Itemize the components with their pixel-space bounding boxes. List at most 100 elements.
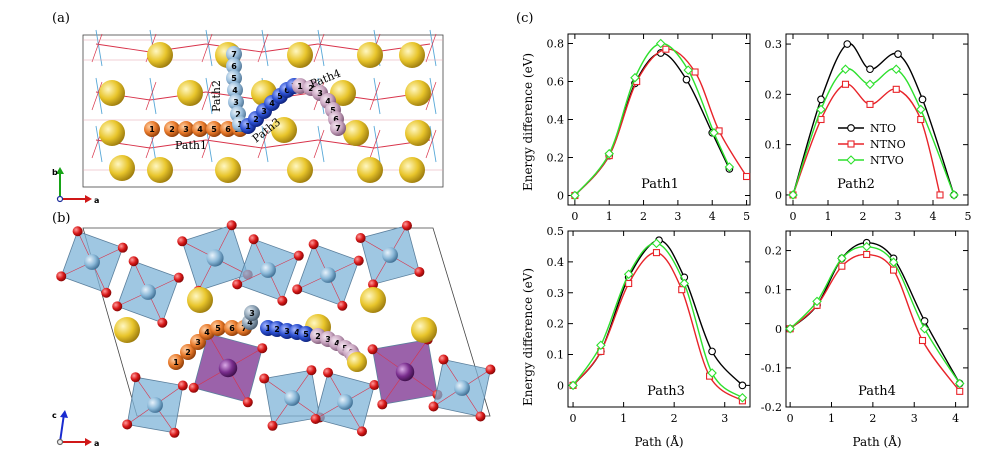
x-tick-label: 3 [895,210,902,223]
bond [145,81,157,111]
path3-atom-number: 2 [253,115,259,124]
x-tick-label: 1 [825,210,832,223]
b-orange-atom [210,320,226,336]
marker-ntvo [865,79,875,90]
bond [317,125,325,163]
bond [257,33,269,63]
marker-nto [866,65,874,74]
x-tick-label: 4 [952,412,959,425]
path4-atom-number: 2 [308,84,314,93]
path1-atom [144,121,160,137]
legend-label-ntvo: NTVO [870,154,904,167]
y-tick-label: -0.1 [761,362,782,375]
diffusion-paths-b: 12345671234543234567 [168,305,367,372]
sodium-atom [343,120,369,146]
marker-ntno [817,115,825,124]
y-tick-label: 0 [557,190,564,203]
oxygen-atom [310,413,321,424]
chart-frame [567,230,751,408]
oxygen-atom [101,287,112,298]
marker-ntvo [709,128,719,138]
b-orange-atom-number: 4 [204,328,210,337]
bond [425,33,437,63]
bond [429,77,437,115]
compass-b-label: b [52,168,58,177]
x-tick-label: 1 [828,412,835,425]
path1-atom [192,121,208,137]
path1-atom-number: 3 [183,125,189,134]
bond [425,129,437,159]
oxygen-atom [292,284,303,295]
sodium-atom [287,42,313,68]
y-tick-label: 0 [775,189,782,202]
bond [91,81,103,111]
diffusion-paths-a: 12345611765432112345671234567 [144,46,346,137]
sodium-atom [99,120,125,146]
oxygen-atom [475,411,486,422]
path2-atom-number: 4 [232,86,238,95]
y-tick-label: 0.1 [765,284,783,297]
x-tick-label: 3 [721,412,728,425]
b-blue-atom-number: 1 [265,324,271,333]
chart-title: Path2 [837,177,875,192]
y-tick-label: -0.2 [761,401,782,414]
b-grey-atom-number: 3 [249,309,255,318]
b-orange-atom-number: 2 [185,348,191,357]
series-line-nto [574,52,731,196]
path1-atom-number: 1 [149,125,155,134]
path1-atom-number: 5 [211,125,217,134]
marker-ntvo [604,148,614,159]
b-blue-atom-number: 5 [303,330,309,339]
marker-ntvo [724,162,735,172]
path4-atom [330,120,346,136]
bond [313,33,325,63]
y-tick-label: 0 [557,379,564,392]
y-tick-label: 0.6 [547,76,565,89]
path2-atom-number: 2 [235,110,241,119]
marker-ntvo [949,190,959,200]
sodium-atom [187,287,213,313]
chart-legend: NTO NTNO NTVO [838,122,906,167]
y-tick-label: 0.4 [547,256,565,269]
oxygen-atom [72,226,83,237]
series-line-nto [572,239,743,386]
oxygen-atom [355,233,366,244]
marker-ntno [841,80,850,88]
path3-atom-number: 4 [269,99,275,108]
x-axis-label-left: Path (Å) [634,434,683,449]
series-line-ntno [572,251,743,402]
legend-label-ntno: NTNO [870,138,906,151]
sodium-atom [215,157,241,183]
oxygen-atom [248,234,259,245]
path1-label: Path1 [175,139,207,152]
marker-ntvo [840,64,851,74]
path3-atom-number: 1 [245,122,251,131]
sodium-atom [147,157,173,183]
oxygen-atom [401,220,412,231]
oxygen-atom [353,255,364,266]
oxygen-atom [173,272,184,283]
path2-atom [226,70,242,86]
sodium-atom [411,317,437,343]
panel-label-b: (b) [52,211,70,226]
energy-charts: 0 1 2 3 4 5 0 0.2 0.4 0.6 0.8 Path1 0 1 2 3 4 5 0 0.1 0.2 0.3… [547,33,972,425]
compass-c-label: c [52,411,57,420]
legend-label-nto: NTO [870,122,896,135]
x-tick-label: 1 [606,210,613,223]
marker-ntvo [679,278,690,289]
bond [95,43,151,53]
metal-atom [382,247,398,263]
marker-ntvo [954,378,965,389]
y-tick-label: 0.5 [547,225,565,238]
path1-atom-number: 4 [197,125,203,134]
marker-ntvo [919,323,930,334]
sodium-atom [177,80,203,106]
marker-ntvo [630,72,640,83]
b-grey-atom [244,305,260,321]
sodium-atom [357,42,383,68]
metal-atom [337,394,353,410]
x-tick-label: 4 [709,210,716,223]
series-line-ntno [574,48,748,196]
sodium-atom [399,157,425,183]
